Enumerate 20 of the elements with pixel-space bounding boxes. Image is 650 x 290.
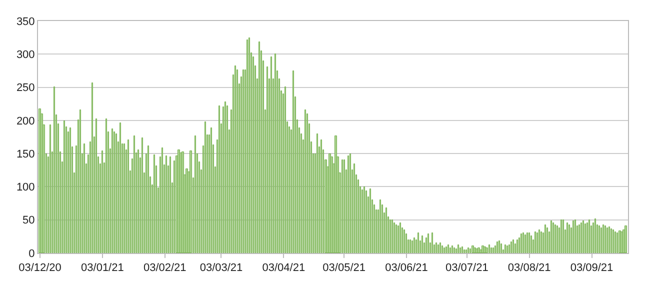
bar [624, 226, 627, 253]
y-tick-label: 250 [16, 82, 35, 94]
x-tick-label: 03/05/21 [322, 262, 366, 274]
x-tick-label: 03/07/21 [445, 262, 488, 274]
y-tick-label: 0 [28, 248, 35, 260]
x-tick-label: 03/06/21 [385, 262, 428, 274]
x-tick-label: 03/09/21 [570, 262, 614, 274]
x-tick-label: 03/04/21 [262, 262, 306, 274]
x-tick-label: 03/12/20 [18, 262, 62, 274]
y-tick-label: 50 [22, 214, 35, 227]
bar [190, 150, 192, 253]
y-tick-label: 300 [16, 48, 35, 61]
y-tick-label: 350 [16, 16, 35, 28]
x-tick-label: 03/03/21 [200, 262, 243, 274]
x-tick-label: 03/02/21 [143, 262, 186, 274]
x-tick-label: 03/01/21 [81, 262, 124, 274]
y-tick-label: 100 [16, 182, 35, 194]
y-tick-label: 150 [16, 148, 35, 160]
y-tick-label: 200 [16, 115, 35, 128]
x-tick-label: 03/08/21 [508, 262, 551, 274]
